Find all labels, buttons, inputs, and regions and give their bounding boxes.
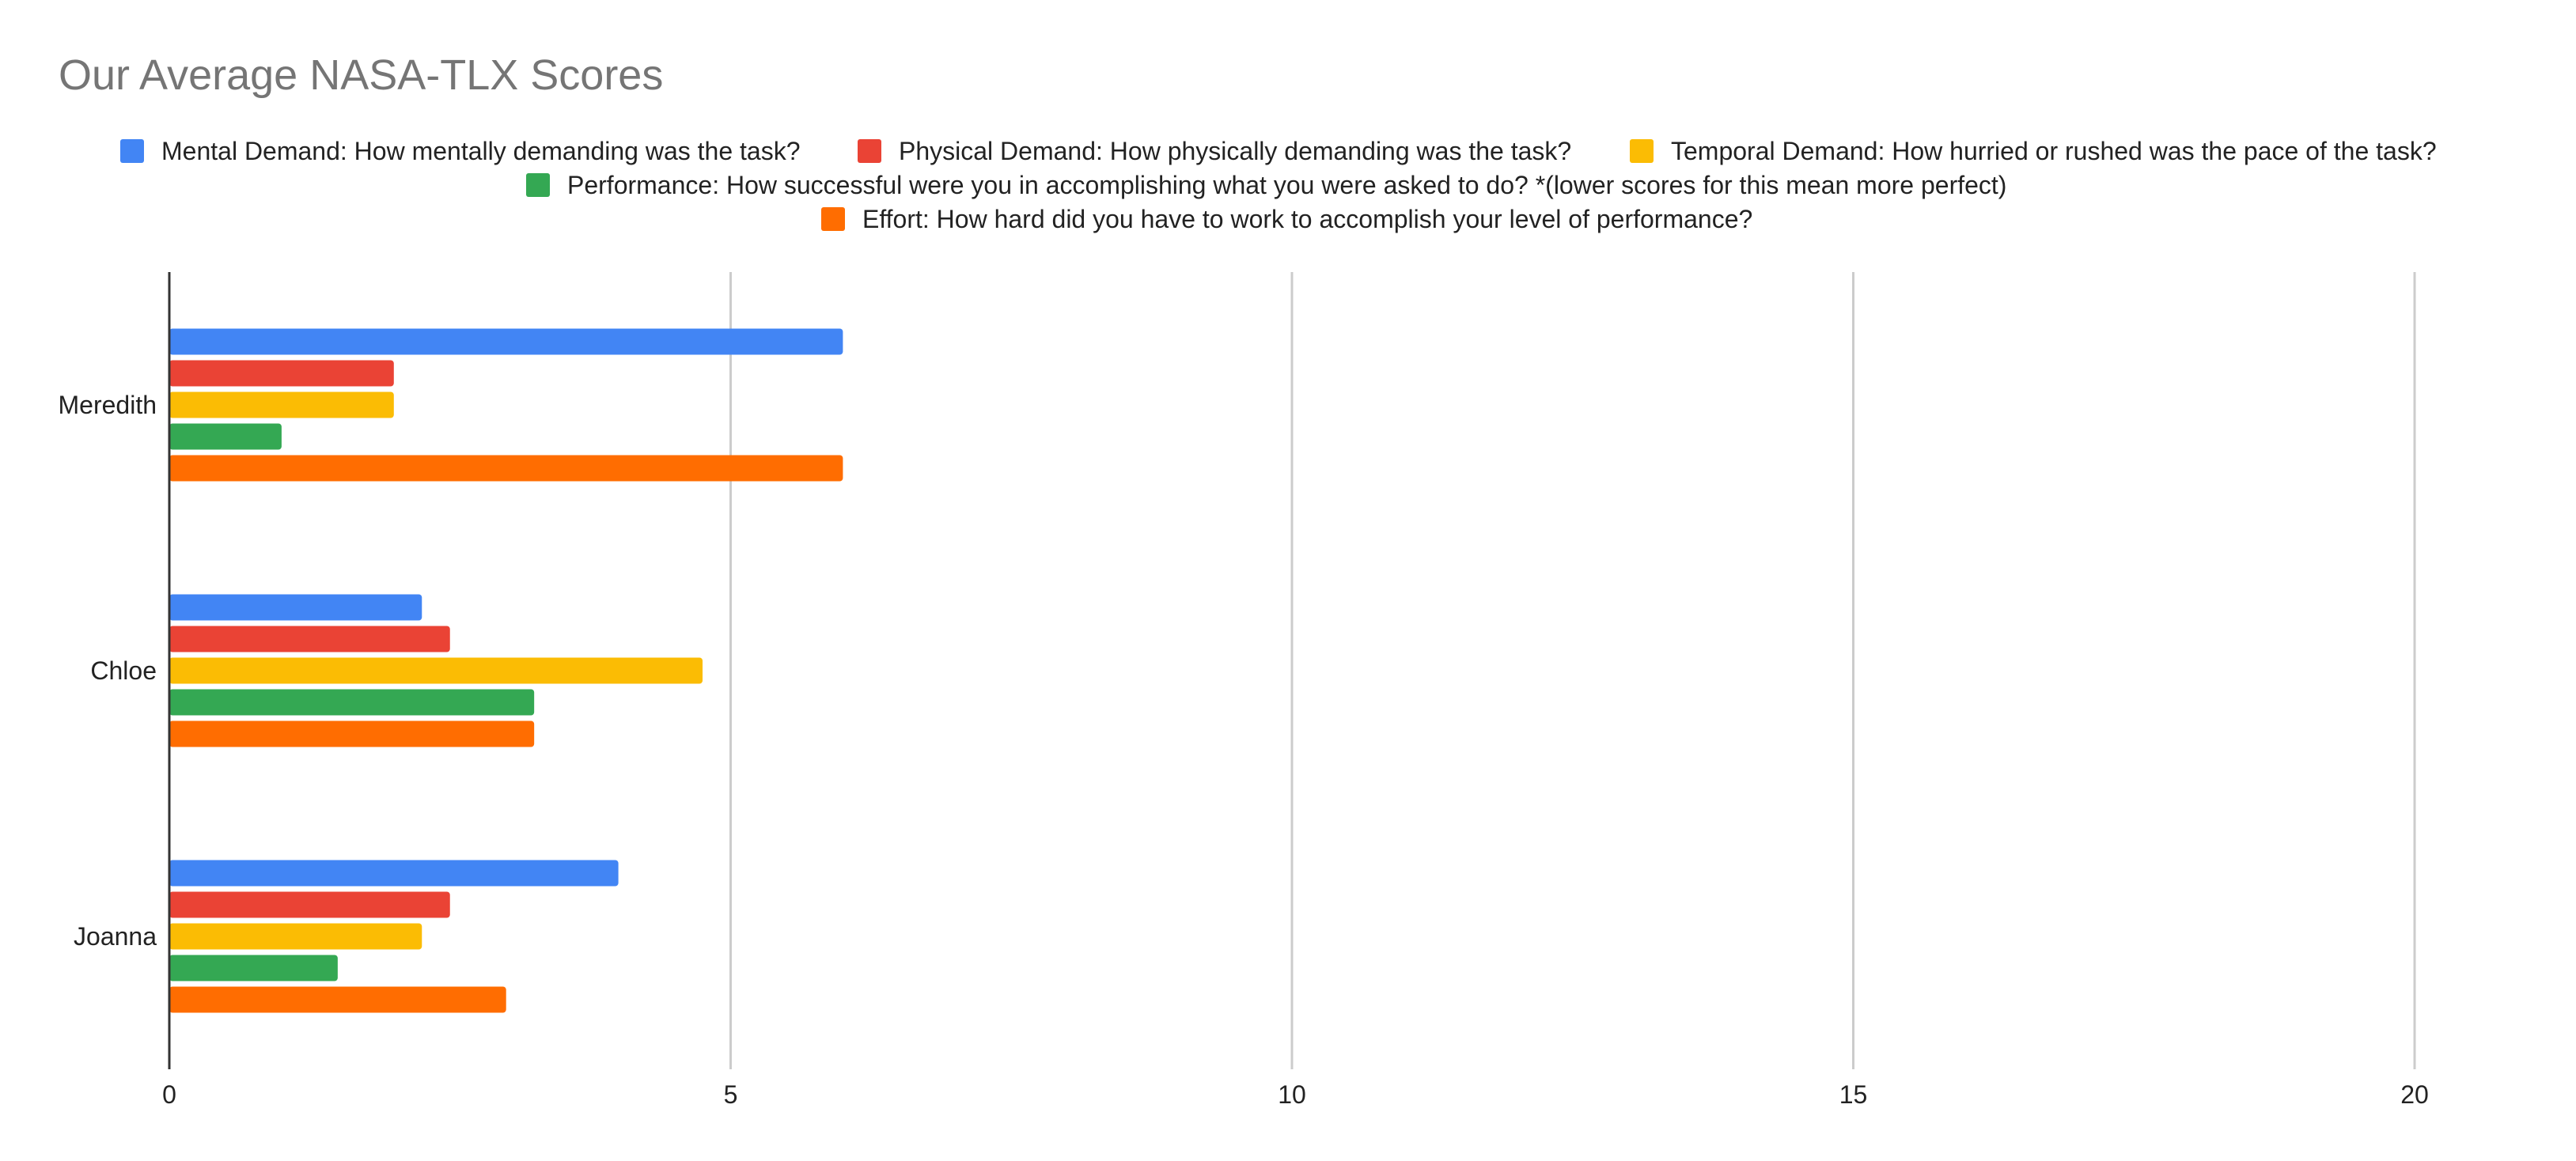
x-tick-label: 5 — [724, 1080, 738, 1109]
category-labels: Meredith Chloe Joanna — [59, 391, 157, 951]
legend-item: Physical Demand: How physically demandin… — [858, 137, 1571, 165]
bar — [169, 689, 535, 716]
legend-swatch — [526, 173, 550, 197]
x-tick-label: 0 — [162, 1080, 176, 1109]
category-label: Joanna — [74, 922, 157, 951]
legend-label: Performance: How successful were you in … — [567, 171, 2006, 199]
bars — [169, 328, 843, 1013]
legend-swatch — [1630, 139, 1654, 163]
legend-label: Effort: How hard did you have to work to… — [862, 205, 1752, 233]
legend-swatch — [858, 139, 881, 163]
gridlines — [729, 272, 2416, 1069]
x-tick-label: 15 — [1839, 1080, 1868, 1109]
bar — [169, 923, 422, 950]
bar — [169, 955, 338, 981]
bar — [169, 626, 450, 652]
chart-title: Our Average NASA-TLX Scores — [59, 51, 663, 99]
category-label: Meredith — [59, 391, 157, 419]
x-tick-label: 20 — [2400, 1080, 2429, 1109]
legend-item: Mental Demand: How mentally demanding wa… — [120, 137, 801, 165]
legend-label: Physical Demand: How physically demandin… — [899, 137, 1571, 165]
bar — [169, 986, 506, 1013]
legend-item: Temporal Demand: How hurried or rushed w… — [1630, 137, 2437, 165]
legend-swatch — [821, 207, 845, 231]
bar — [169, 594, 422, 621]
bar — [169, 720, 535, 747]
category-label: Chloe — [90, 656, 157, 685]
bar — [169, 455, 843, 482]
legend: Mental Demand: How mentally demanding wa… — [120, 137, 2437, 233]
legend-label: Temporal Demand: How hurried or rushed w… — [1671, 137, 2437, 165]
bar — [169, 891, 450, 918]
x-tick-label: 10 — [1278, 1080, 1306, 1109]
bar — [169, 360, 394, 387]
legend-label: Mental Demand: How mentally demanding wa… — [161, 137, 801, 165]
bar — [169, 391, 394, 418]
x-axis-tick-labels: 0 5 10 15 20 — [162, 1080, 2429, 1109]
legend-item: Performance: How successful were you in … — [526, 171, 2006, 199]
bar — [169, 328, 843, 355]
bar — [169, 860, 619, 887]
legend-swatch — [120, 139, 144, 163]
bar — [169, 657, 703, 684]
legend-item: Effort: How hard did you have to work to… — [821, 205, 1752, 233]
bar — [169, 423, 282, 450]
